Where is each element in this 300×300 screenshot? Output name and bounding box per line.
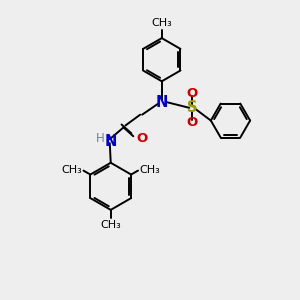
Text: N: N [105,134,117,149]
Text: H: H [96,132,105,145]
Text: S: S [187,100,197,115]
Text: O: O [187,87,198,100]
Text: CH₃: CH₃ [100,220,121,230]
Text: CH₃: CH₃ [62,165,82,175]
Text: CH₃: CH₃ [139,165,160,175]
Text: O: O [136,132,148,145]
Text: CH₃: CH₃ [152,18,172,28]
Text: N: N [156,95,168,110]
Text: O: O [187,116,198,129]
